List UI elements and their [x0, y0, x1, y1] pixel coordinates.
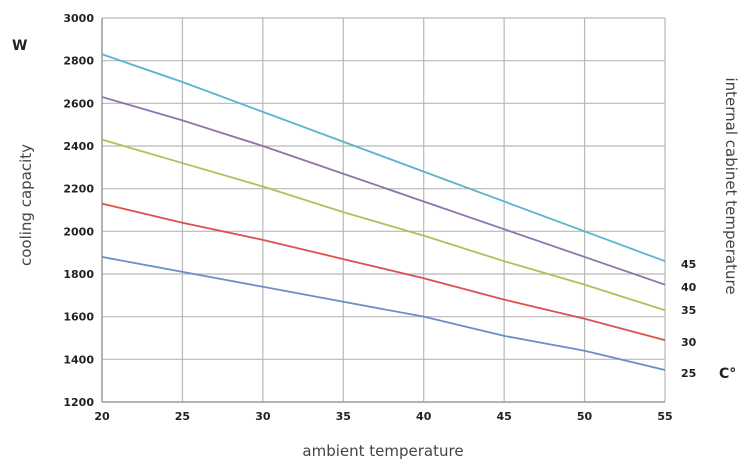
- x-tick-label: 50: [577, 410, 593, 423]
- y-tick-label: 2000: [63, 225, 94, 238]
- series-lines: [101, 53, 666, 371]
- x-tick-label: 40: [416, 410, 432, 423]
- y-tick-label: 3000: [63, 12, 94, 25]
- y-tick-label: 1800: [63, 268, 94, 281]
- series-label-30: 30: [681, 336, 697, 349]
- y-tick-label: 2800: [63, 55, 94, 68]
- right-unit-label: C°: [719, 366, 736, 382]
- y-tick-label: 2600: [63, 97, 94, 110]
- tick-labels: 1200 1400 1600 1800 2000 2200 2400 2600 2800 3000…: [63, 12, 672, 423]
- x-axis-title: ambient temperature: [302, 442, 463, 460]
- plot-area: [102, 18, 665, 402]
- series-line-25: [101, 256, 666, 371]
- y-tick-label: 2200: [63, 183, 94, 196]
- y-tick-label: 1200: [63, 396, 94, 409]
- y-axis-title: cooling capacity: [17, 144, 35, 266]
- axes: [101, 18, 665, 403]
- y-tick-label: 1400: [63, 353, 94, 366]
- series-line-40: [101, 96, 666, 286]
- y-tick-label: 1600: [63, 311, 94, 324]
- series-label-25: 25: [681, 367, 696, 380]
- x-tick-label: 20: [94, 410, 110, 423]
- y-unit-label: W: [12, 38, 27, 54]
- right-axis-title: internal cabinet temperature: [722, 77, 740, 294]
- x-tick-label: 30: [255, 410, 271, 423]
- x-tick-label: 35: [336, 410, 351, 423]
- x-tick-label: 25: [175, 410, 190, 423]
- series-labels: 45 40 35 30 25: [681, 258, 697, 380]
- series-label-35: 35: [681, 304, 696, 317]
- x-tick-label: 45: [496, 410, 511, 423]
- x-tick-label: 55: [657, 410, 672, 423]
- series-line-35: [101, 138, 666, 312]
- y-tick-label: 2400: [63, 140, 94, 153]
- series-line-30: [101, 202, 666, 342]
- series-line-45: [101, 53, 666, 263]
- series-label-40: 40: [681, 281, 697, 294]
- series-label-45: 45: [681, 258, 696, 271]
- grid: [102, 17, 666, 402]
